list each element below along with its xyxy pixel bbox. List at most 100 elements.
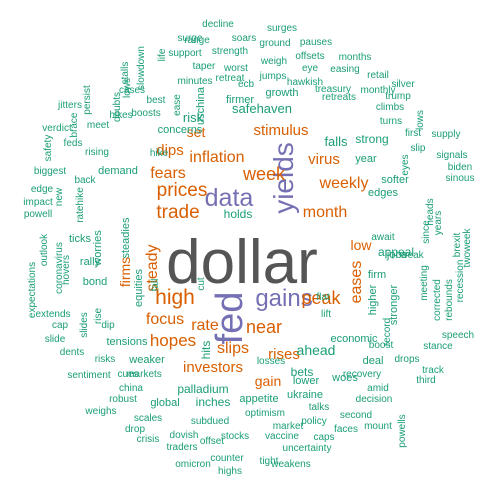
cloud-word-cases: cases [119, 85, 145, 96]
cloud-word-global: global [150, 397, 179, 409]
cloud-word-cues: cues [117, 369, 138, 380]
cloud-word-fall: fall [150, 279, 161, 292]
cloud-word-offset: offset [200, 436, 224, 447]
cloud-word-corrected: corrected [432, 279, 443, 321]
cloud-word-climbs: climbs [376, 102, 404, 113]
cloud-word-weakens: weakens [270, 459, 310, 470]
cloud-word-rally: rally [80, 256, 101, 268]
cloud-word-stronger: stronger [388, 284, 400, 325]
cloud-word-impact: impact [23, 197, 53, 208]
cloud-word-steady: steady [144, 244, 161, 291]
cloud-word-drops: drops [394, 354, 419, 365]
cloud-word-ratehike: ratehike [75, 187, 86, 223]
cloud-word-dip: dip [101, 320, 115, 331]
cloud-word-await: await [371, 232, 395, 243]
cloud-word-surges: surges [267, 23, 297, 34]
cloud-word-equities: equities [133, 269, 145, 307]
cloud-word-cap: cap [52, 320, 69, 331]
cloud-word-decision: decision [356, 394, 393, 405]
cloud-word-drop: drop [125, 424, 145, 435]
cloud-word-hike: hike [150, 148, 169, 159]
cloud-word-virus: virus [308, 151, 340, 168]
cloud-word-dovish: dovish [170, 430, 199, 441]
cloud-word-weekly: weekly [319, 175, 369, 192]
cloud-word-jobs: jobs [386, 249, 408, 261]
cloud-word-retreat: retreat [216, 73, 245, 84]
cloud-word-ease: ease [172, 94, 183, 116]
cloud-word-boosts: boosts [131, 108, 160, 119]
cloud-word-low: low [350, 237, 372, 253]
cloud-word-new: new [54, 187, 65, 206]
cloud-word-second: second [340, 410, 372, 421]
cloud-word-hovers: hovers [61, 255, 72, 285]
cloud-word-strong: strong [355, 132, 388, 146]
cloud-word-crisis: crisis [137, 434, 160, 445]
cloud-word-stance: stance [423, 341, 453, 352]
cloud-word-worries: worries [92, 230, 104, 267]
cloud-word-flat: flat [316, 292, 330, 303]
cloud-word-firms: firms [117, 257, 133, 287]
cloud-word-fed: fed [209, 292, 251, 345]
cloud-word-stalls: stalls [120, 62, 131, 85]
cloud-word-offsets: offsets [295, 51, 324, 62]
cloud-word-strength: strength [212, 46, 248, 57]
cloud-word-rises: rises [268, 346, 300, 363]
cloud-word-weak: weak [399, 250, 424, 261]
cloud-word-highs: highs [218, 466, 242, 477]
cloud-word-hikes: hikes [109, 110, 132, 121]
cloud-word-bond: bond [83, 276, 107, 288]
cloud-word-omicron: omicron [175, 459, 211, 470]
cloud-word-appetite: appetite [239, 393, 278, 405]
cloud-word-powells: powells [397, 414, 408, 447]
cloud-word-recession: recession [455, 260, 466, 303]
cloud-word-best: best [147, 95, 166, 106]
cloud-word-stimulus: stimulus [253, 122, 308, 139]
cloud-word-stocks: stocks [221, 431, 249, 442]
cloud-word-caps: caps [313, 432, 334, 443]
cloud-word-turns: turns [380, 116, 402, 127]
cloud-word-week: week [242, 164, 286, 184]
cloud-word-risks: risks [95, 354, 116, 365]
cloud-word-gains: gains [255, 285, 312, 312]
cloud-word-slide: slide [45, 334, 66, 345]
cloud-word-jumps: jumps [259, 71, 287, 82]
cloud-word-cut: cut [196, 277, 207, 291]
cloud-word-slips: slips [217, 340, 249, 357]
cloud-word-investors: investors [183, 359, 243, 376]
cloud-word-lows: lows [415, 110, 426, 130]
cloud-word-peak: peak [301, 288, 341, 308]
cloud-word-faces: faces [334, 424, 358, 435]
cloud-word-set: set [187, 124, 206, 140]
cloud-word-inflation: inflation [189, 149, 244, 166]
cloud-word-counter: counter [210, 453, 244, 464]
cloud-word-months: months [339, 52, 372, 63]
cloud-word-taper: taper [193, 61, 216, 72]
cloud-word-jitters: jitters [57, 100, 82, 111]
cloud-word-optimism: optimism [245, 408, 285, 419]
cloud-word-worst: worst [223, 63, 248, 74]
cloud-word-sinous: sinous [446, 173, 475, 184]
cloud-word-dents: dents [60, 347, 84, 358]
cloud-word-back: back [74, 175, 96, 186]
cloud-word-lows: lows [122, 78, 133, 98]
cloud-word-scales: scales [134, 413, 162, 424]
cloud-word-ukraine: ukraine [287, 389, 323, 401]
cloud-word-prices: prices [157, 180, 208, 201]
cloud-word-slides: slides [79, 312, 90, 338]
cloud-word-hawkish: hawkish [287, 77, 323, 88]
cloud-word-mount: mount [364, 421, 392, 432]
cloud-word-tensions: tensions [107, 336, 148, 348]
cloud-word-focus: focus [146, 311, 184, 328]
cloud-word-eyes: eyes [400, 154, 411, 175]
cloud-word-twoweek: twoweek [462, 228, 473, 268]
cloud-word-first: first [405, 128, 421, 139]
cloud-word-slip: slip [410, 143, 425, 154]
cloud-word-signals: signals [436, 150, 467, 161]
cloud-word-feds: feds [64, 138, 83, 149]
cloud-word-economic: economic [330, 333, 378, 345]
cloud-word-softer: softer [381, 174, 409, 186]
cloud-word-palladium: palladium [177, 382, 228, 396]
cloud-word-ground: ground [259, 38, 290, 49]
cloud-word-near: near [246, 317, 282, 337]
